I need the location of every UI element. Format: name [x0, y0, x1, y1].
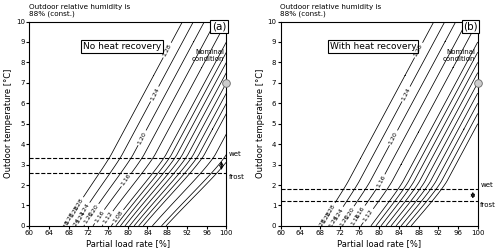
- Text: 1.28: 1.28: [73, 197, 85, 211]
- Text: 1.28: 1.28: [320, 210, 332, 224]
- Text: (b): (b): [463, 22, 478, 32]
- Text: Nominal
condition: Nominal condition: [192, 49, 224, 62]
- Text: frost: frost: [229, 174, 244, 180]
- Text: Outdoor relative humidity is
88% (const.): Outdoor relative humidity is 88% (const.…: [280, 4, 382, 17]
- Text: 1.16: 1.16: [120, 173, 132, 187]
- Y-axis label: Outdoor temperature [°C]: Outdoor temperature [°C]: [256, 69, 264, 178]
- Text: 1.12: 1.12: [102, 211, 114, 225]
- Text: 1.28: 1.28: [68, 204, 80, 219]
- X-axis label: Partial load rate [%]: Partial load rate [%]: [86, 239, 170, 248]
- Text: 1.20: 1.20: [84, 211, 95, 225]
- Text: No heat recovery: No heat recovery: [82, 42, 161, 51]
- Text: 1.20: 1.20: [388, 131, 399, 145]
- Text: wet: wet: [480, 182, 493, 188]
- Text: 1.28: 1.28: [162, 43, 172, 57]
- Text: 1.12: 1.12: [362, 208, 374, 223]
- Text: 1.16: 1.16: [354, 205, 366, 219]
- Text: 1.24: 1.24: [70, 217, 82, 231]
- X-axis label: Partial load rate [%]: Partial load rate [%]: [337, 239, 421, 248]
- Text: 1.20: 1.20: [88, 204, 100, 218]
- Text: 1.24: 1.24: [332, 207, 344, 221]
- Text: 1.28: 1.28: [60, 219, 71, 233]
- Text: 1.24: 1.24: [79, 202, 91, 217]
- Text: 1.16: 1.16: [94, 209, 106, 224]
- Text: wet: wet: [229, 151, 241, 158]
- Text: 1.24: 1.24: [400, 87, 411, 101]
- Y-axis label: Outdoor temperature [°C]: Outdoor temperature [°C]: [4, 69, 13, 178]
- Text: 1.28: 1.28: [316, 217, 328, 232]
- Text: 1.16: 1.16: [376, 174, 386, 189]
- Text: 1.28: 1.28: [325, 203, 336, 217]
- Text: 1.28: 1.28: [64, 211, 76, 226]
- Text: Outdoor relative humidity is
88% (const.): Outdoor relative humidity is 88% (const.…: [29, 4, 130, 17]
- Text: 1.08: 1.08: [112, 210, 124, 224]
- Text: 1.20: 1.20: [339, 213, 350, 227]
- Text: 1.20: 1.20: [344, 206, 355, 220]
- Text: 1.16: 1.16: [350, 212, 361, 226]
- Text: (a): (a): [212, 22, 226, 32]
- Text: With heat recovery: With heat recovery: [330, 42, 416, 51]
- Text: 1.24: 1.24: [150, 87, 160, 101]
- Text: 1.28: 1.28: [414, 43, 424, 57]
- Text: 1.24: 1.24: [74, 210, 86, 224]
- Text: 1.24: 1.24: [328, 214, 340, 228]
- Text: 1.20: 1.20: [137, 131, 147, 145]
- Text: Nominal
condition: Nominal condition: [443, 49, 476, 62]
- Text: frost: frost: [480, 202, 496, 208]
